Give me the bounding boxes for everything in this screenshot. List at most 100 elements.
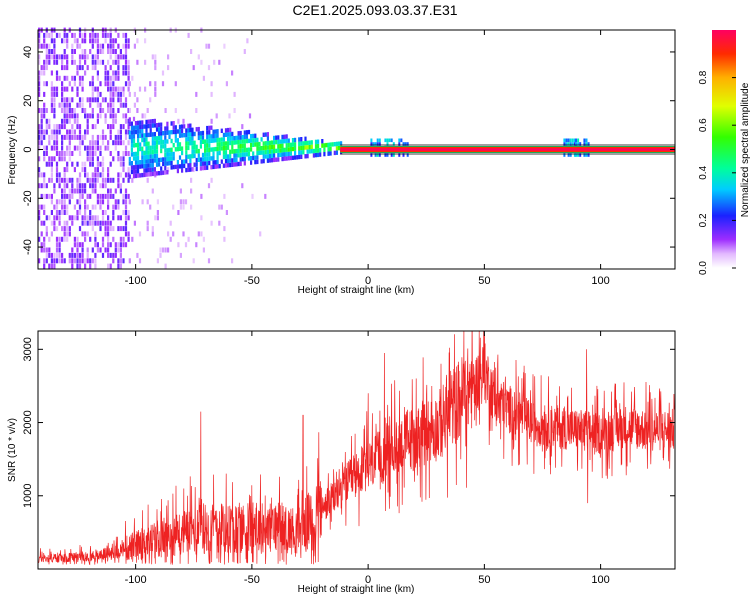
y-tick-label: 1000 [22,484,34,508]
spectrogram-cell [55,59,59,65]
spectrogram-cell [84,49,87,54]
spectrogram-cell [63,108,66,113]
spectrogram-cell [104,183,107,189]
spectrogram-cell [214,164,217,169]
spectrogram-cell [176,129,179,134]
spectrogram-cell [139,129,142,134]
spectrogram-cell [91,59,94,65]
spectrogram-cell [99,59,102,65]
spectrogram-cell [128,134,131,140]
spectrogram-cell [112,124,115,130]
spectrogram-cell [174,129,177,134]
spectrogram-cell [124,97,128,103]
spectrogram-cell [235,157,238,163]
spectrogram-cell [202,236,205,242]
spectrogram-cell [178,164,182,169]
spectrogram-cell [78,263,82,269]
spectrogram-cell [73,113,76,119]
spectrogram-cell [243,49,246,54]
spectrogram-cell [124,118,128,124]
spectrogram-cell [107,231,110,237]
spectrogram-cell [99,49,102,54]
spectrogram-cell [166,152,169,157]
spectrogram-cell [231,145,234,150]
spectrogram-cell [151,132,154,137]
spectrogram-cell [76,70,79,76]
spectrogram-cell [201,152,205,158]
spectrogram-cell [53,86,56,92]
spectrogram-cell [119,252,122,258]
spectrogram-cell [86,247,89,253]
spectrogram-cell [162,131,165,136]
y-tick-label: 40 [22,46,34,58]
spectrogram-cell [76,43,79,49]
spectrogram-cell [78,183,82,189]
spectrogram-cell [117,258,120,264]
spectrogram-cell [81,54,84,60]
spectrogram-cell [119,86,122,92]
spectrogram-cell [239,144,242,149]
spectrogram-cell [104,118,107,124]
spectrogram-cell [84,32,87,38]
spectrogram-cell [86,54,89,60]
spectrogram-cell [45,247,48,253]
spectrogram-cell [262,154,265,159]
spectrogram-cell [101,134,105,140]
spectrogram-cell [91,161,94,167]
spectrogram-cell [187,154,190,159]
spectrogram-cell [139,142,142,147]
spectrogram-cell [154,86,157,92]
spectrogram-cell [283,134,286,139]
spectrogram-cell [53,43,56,49]
spectrogram-cell [218,164,221,169]
spectrogram-cell [252,155,255,161]
spectrogram-cell [38,258,41,264]
spectrogram-cell [259,231,262,237]
spectrogram-cell [185,159,188,164]
spectrogram-cell [122,258,125,264]
spectrogram-cell [227,132,230,137]
spectrogram-cell [45,118,48,124]
spectrogram-cell [154,59,157,65]
spectrogram-cell [127,38,130,44]
spectrogram-cell [76,124,79,130]
spectrogram-cell [168,134,171,140]
spectrogram-cell [197,135,200,141]
spectrogram-cell [84,70,87,76]
spectrogram-cell [270,149,274,154]
spectrogram-cell [231,140,234,145]
spectrogram-cell [279,139,282,144]
spectrogram-cell [245,134,248,139]
spectrogram-cell [58,156,61,162]
spectrogram-cell [124,32,128,38]
spectrogram-cell [86,215,89,221]
spectrogram-cell [112,210,115,215]
spectrogram-cell [306,153,309,159]
spectrogram-cell [78,177,82,183]
spectrogram-cell [66,145,69,151]
spectrogram-cell [107,263,110,269]
spectrogram-cell [145,163,148,169]
spectrogram-cell [96,247,99,253]
spectrogram-cell [164,126,167,131]
spectrogram-cell [239,161,242,166]
spectrogram-cell [48,193,51,199]
spectrogram-cell [112,204,115,210]
spectrogram-cell [119,161,122,167]
spectrogram-cell [279,152,282,157]
spectrogram-cell [323,143,326,148]
spectrogram-cell [258,141,261,147]
spectrogram-cell [208,143,211,148]
spectrogram-cell [243,161,246,166]
spectrogram-cell [78,43,82,49]
spectrogram-cell [250,147,253,152]
spectrogram-cell [185,150,188,155]
x-tick-label: -50 [244,275,260,287]
spectrogram-cell [63,49,66,54]
spectrogram-cell [197,54,200,60]
spectrogram-cell [181,124,184,129]
spectrogram-cell [176,160,179,165]
spectrogram-cell [101,32,105,38]
spectrogram-cell [109,75,112,81]
spectrogram-cell [50,54,53,60]
